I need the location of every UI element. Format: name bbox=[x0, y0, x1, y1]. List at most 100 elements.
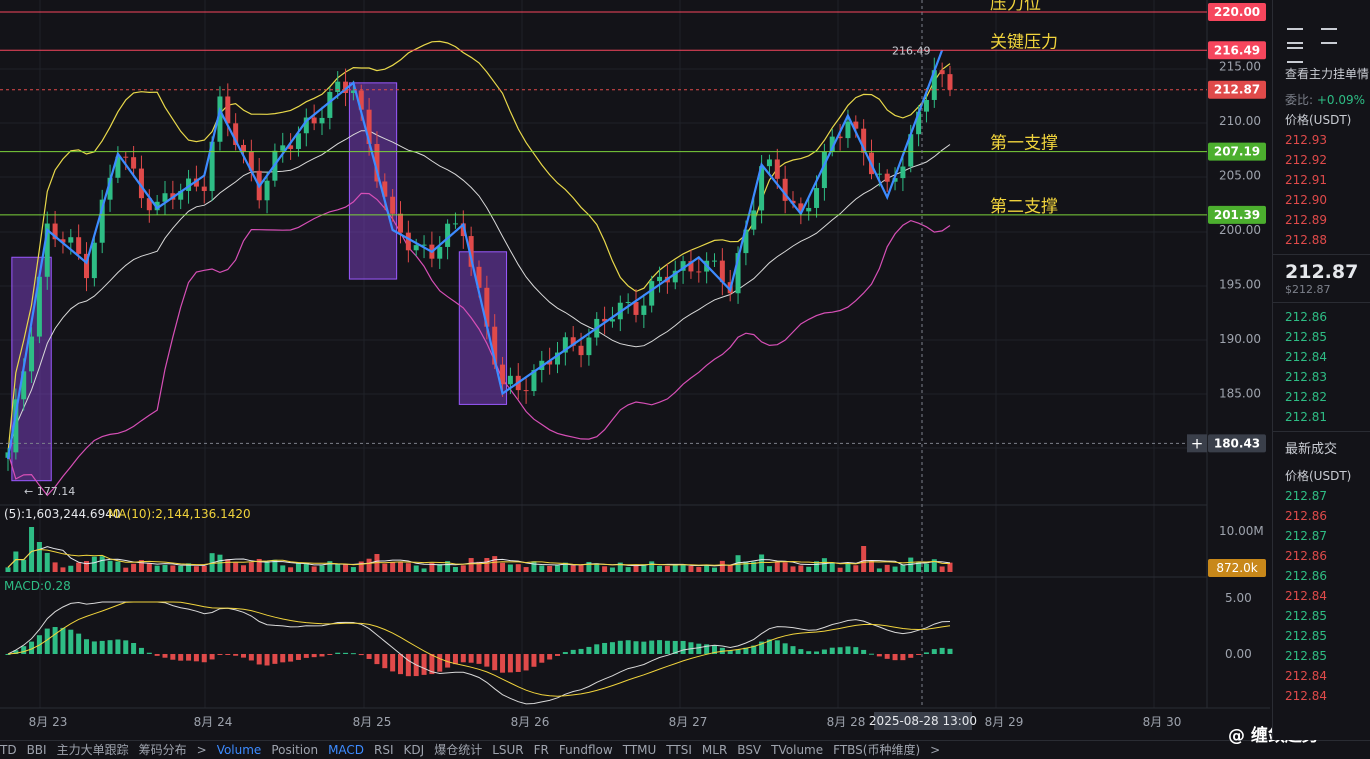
volume-bar bbox=[91, 556, 97, 572]
candle-body bbox=[99, 199, 105, 243]
indicator-tab[interactable]: TVolume bbox=[771, 743, 824, 757]
ask-price-row[interactable]: 212.90 bbox=[1285, 193, 1327, 207]
trade-price-row[interactable]: 212.84 bbox=[1285, 669, 1327, 683]
volume-bar bbox=[500, 562, 506, 572]
bid-ask-ratio: 委比: +0.09% bbox=[1273, 90, 1370, 110]
bid-price-row[interactable]: 212.82 bbox=[1285, 390, 1327, 404]
macd-histogram-bar bbox=[429, 654, 435, 675]
trades-title[interactable]: 最新成交 bbox=[1285, 442, 1338, 457]
candle-body bbox=[13, 399, 19, 453]
candle-body bbox=[759, 166, 765, 211]
macd-histogram-bar bbox=[853, 647, 859, 654]
ask-price-row[interactable]: 212.88 bbox=[1285, 233, 1327, 247]
volume-bar bbox=[154, 565, 160, 572]
indicator-tab[interactable]: Volume bbox=[216, 743, 262, 757]
volume-bar bbox=[790, 566, 796, 572]
trade-price-row[interactable]: 212.86 bbox=[1285, 549, 1327, 563]
price-tag-1 bbox=[1208, 3, 1266, 21]
candle-body bbox=[837, 136, 843, 139]
indicator-tab[interactable]: 筹码分布 bbox=[138, 743, 187, 757]
ask-price-row[interactable]: 212.91 bbox=[1285, 173, 1327, 187]
price-tick-label: 205.00 bbox=[1219, 169, 1261, 183]
macd-histogram-bar bbox=[845, 646, 851, 654]
macd-histogram-bar bbox=[225, 654, 231, 655]
indicator-tab[interactable]: RSI bbox=[374, 743, 394, 757]
macd-histogram-bar bbox=[916, 654, 922, 655]
indicator-tab[interactable]: TTSI bbox=[666, 743, 692, 757]
indicator-tab[interactable]: FTBS(币种维度) bbox=[833, 743, 921, 757]
volume-bar bbox=[36, 542, 42, 572]
volume-bar bbox=[311, 566, 317, 572]
volume-bar bbox=[766, 566, 772, 572]
trade-price-row[interactable]: 212.84 bbox=[1285, 589, 1327, 603]
volume-ma10-line bbox=[7, 548, 951, 568]
macd-histogram-bar bbox=[319, 654, 325, 657]
bid-price-row[interactable]: 212.85 bbox=[1285, 330, 1327, 344]
book-bids-icon[interactable] bbox=[1321, 28, 1337, 44]
ask-price-row[interactable]: 212.89 bbox=[1285, 213, 1327, 227]
indicator-tab[interactable]: > bbox=[930, 743, 941, 757]
indicator-tab[interactable]: 爆仓统计 bbox=[434, 743, 483, 757]
macd-histogram-bar bbox=[178, 654, 184, 661]
indicator-tab[interactable]: > bbox=[196, 743, 207, 757]
ask-price-row[interactable]: 212.92 bbox=[1285, 153, 1327, 167]
trade-price-row[interactable]: 212.87 bbox=[1285, 529, 1327, 543]
indicator-tab[interactable]: LSUR bbox=[492, 743, 524, 757]
candle-body bbox=[641, 305, 647, 315]
indicator-tab[interactable]: MLR bbox=[701, 743, 728, 757]
trade-price-row[interactable]: 212.84 bbox=[1285, 689, 1327, 703]
macd-histogram-bar bbox=[382, 654, 388, 669]
macd-histogram-bar bbox=[115, 639, 121, 654]
order-book-title[interactable]: 查看主力挂单情 bbox=[1285, 67, 1370, 81]
macd-histogram-bar bbox=[233, 654, 239, 656]
indicator-tab[interactable]: KDJ bbox=[403, 743, 425, 757]
macd-axis-label-top: 5.00 bbox=[1225, 591, 1252, 605]
macd-histogram-bar bbox=[476, 654, 482, 664]
volume-bar bbox=[680, 564, 686, 572]
macd-histogram-bar bbox=[84, 639, 89, 654]
indicator-tab[interactable]: Position bbox=[271, 743, 319, 757]
indicator-tab[interactable]: TD bbox=[0, 743, 17, 757]
trade-price-row[interactable]: 212.85 bbox=[1285, 629, 1327, 643]
bid-price-row[interactable]: 212.86 bbox=[1285, 310, 1327, 324]
candle-body bbox=[688, 261, 694, 272]
indicator-tab[interactable]: BSV bbox=[737, 743, 762, 757]
ask-price-row[interactable]: 212.93 bbox=[1285, 133, 1327, 147]
volume-bar bbox=[186, 563, 192, 572]
candle-body bbox=[892, 178, 898, 182]
trade-price-row[interactable]: 212.86 bbox=[1285, 509, 1327, 523]
trade-price-row[interactable]: 212.87 bbox=[1285, 489, 1327, 503]
indicator-tab[interactable]: BBI bbox=[26, 743, 47, 757]
candle-body bbox=[806, 207, 812, 212]
volume-bar bbox=[248, 562, 254, 572]
trade-price-row[interactable]: 212.85 bbox=[1285, 609, 1327, 623]
bid-price-row[interactable]: 212.81 bbox=[1285, 410, 1327, 424]
candle-body bbox=[633, 301, 639, 315]
book-both-icon[interactable] bbox=[1287, 28, 1303, 44]
book-asks-icon[interactable] bbox=[1287, 47, 1303, 63]
macd-histogram-bar bbox=[939, 647, 945, 654]
volume-bar bbox=[829, 562, 835, 572]
crosshair-add-button[interactable] bbox=[1187, 434, 1207, 453]
indicator-tab[interactable]: Fundflow bbox=[558, 743, 613, 757]
volume-bar bbox=[421, 568, 427, 572]
indicator-tab[interactable]: FR bbox=[533, 743, 549, 757]
bid-price-row[interactable]: 212.83 bbox=[1285, 370, 1327, 384]
candle-body bbox=[861, 128, 867, 153]
indicator-tab[interactable]: MACD bbox=[328, 743, 365, 757]
macd-histogram-bar bbox=[264, 654, 270, 666]
price-tag-label-5: 201.39 bbox=[1214, 208, 1260, 222]
volume-bar bbox=[664, 566, 670, 572]
order-book-view-icons[interactable] bbox=[1273, 0, 1370, 68]
trade-price-row[interactable]: 212.86 bbox=[1285, 569, 1327, 583]
bid-price-row[interactable]: 212.84 bbox=[1285, 350, 1327, 364]
candle-body bbox=[500, 364, 506, 385]
volume-bar bbox=[123, 567, 129, 572]
volume-bar bbox=[515, 564, 521, 572]
macd-histogram-bar bbox=[821, 649, 827, 654]
indicator-tab[interactable]: TTMU bbox=[622, 743, 657, 757]
macd-histogram-bar bbox=[688, 642, 694, 654]
trade-price-row[interactable]: 212.85 bbox=[1285, 649, 1327, 663]
indicator-tab[interactable]: 主力大单跟踪 bbox=[56, 743, 129, 757]
